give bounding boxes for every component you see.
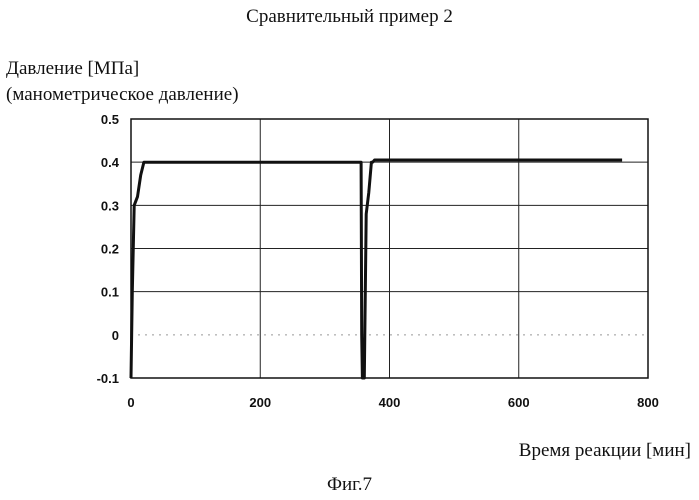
x-tick-label: 400 <box>379 395 401 410</box>
x-tick-label: 800 <box>637 395 659 410</box>
y-tick-label: 0.2 <box>101 242 119 257</box>
tick-labels: -0.1 0 0.1 0.2 0.3 0.4 0.5 0 200 400 600 800 <box>97 112 659 410</box>
y-tick-label: 0.3 <box>101 198 119 213</box>
y-tick-label: 0.5 <box>101 112 119 127</box>
y-tick-label: -0.1 <box>97 371 119 386</box>
y-tick-label: 0.1 <box>101 285 119 300</box>
x-tick-label: 600 <box>508 395 530 410</box>
figure-caption: Фиг.7 <box>0 474 699 496</box>
series-layer <box>131 160 622 378</box>
y-tick-label: 0.4 <box>101 155 120 170</box>
x-axis-label: Время реакции [мин] <box>519 440 691 462</box>
y-tick-label: 0 <box>112 328 119 343</box>
x-tick-label: 0 <box>127 395 134 410</box>
x-tick-label: 200 <box>249 395 271 410</box>
grid-layer <box>131 119 648 378</box>
pressure-series-line <box>131 160 622 378</box>
